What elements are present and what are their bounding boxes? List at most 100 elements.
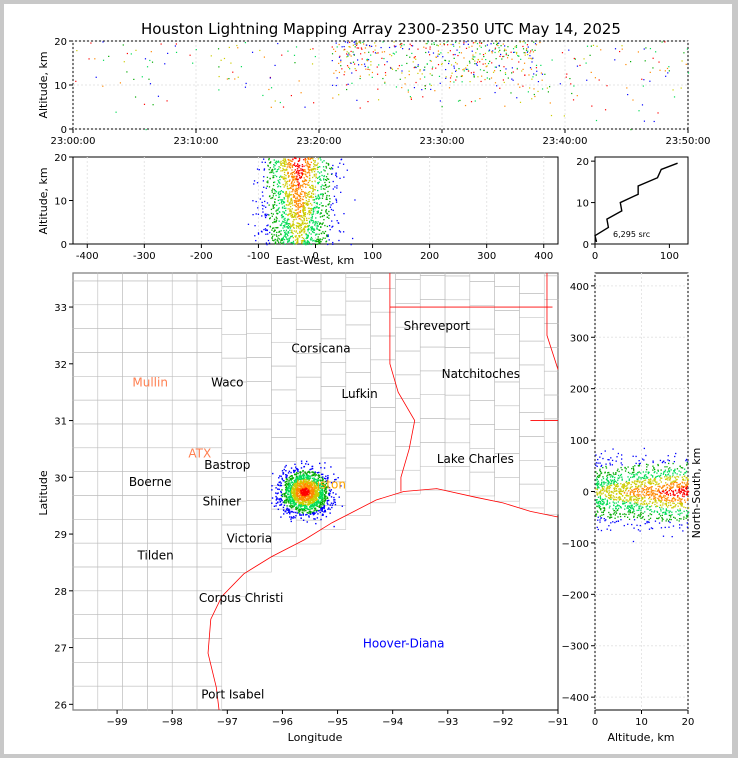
ew-source-point — [292, 222, 294, 224]
map-source-point — [303, 490, 305, 493]
map-source-point — [290, 518, 292, 520]
map-source-point — [319, 491, 322, 494]
ew-source-point — [255, 213, 257, 215]
ns-source-point — [679, 503, 681, 505]
ew-source-point — [293, 173, 296, 175]
time-source-point — [333, 48, 335, 50]
time-source-point — [604, 109, 607, 111]
ew-source-point — [257, 233, 260, 235]
ew-source-point — [315, 221, 317, 224]
map-source-point — [290, 480, 292, 482]
ns-source-point — [629, 502, 632, 504]
ew-source-point — [309, 166, 311, 168]
time-source-point — [483, 55, 485, 58]
time-source-point — [88, 58, 90, 60]
time-source-point — [414, 66, 416, 68]
ew-source-point — [305, 164, 307, 167]
ew-source-point — [298, 236, 301, 238]
time-source-point — [549, 86, 551, 88]
ns-source-point — [599, 498, 602, 500]
ew-source-point — [284, 163, 286, 166]
ew-source-point — [299, 199, 301, 201]
ns-source-point — [667, 493, 670, 496]
time-source-point — [519, 41, 521, 43]
ns-source-point — [660, 510, 662, 512]
ew-source-point — [287, 188, 290, 190]
ew-source-point — [276, 239, 279, 241]
ew-source-point — [311, 169, 313, 172]
map-source-point — [292, 482, 295, 484]
map-source-point — [319, 497, 322, 499]
ew-source-point — [291, 225, 293, 227]
ns-source-point — [644, 482, 646, 484]
ns-source-point — [603, 488, 605, 490]
ns-source-point — [611, 475, 613, 477]
map-source-point — [330, 496, 333, 498]
ew-source-point — [326, 225, 329, 228]
map-source-point — [312, 513, 315, 516]
map-source-point — [324, 480, 327, 483]
ew-source-point — [302, 237, 305, 240]
ew-source-point — [282, 167, 284, 170]
time-source-point — [563, 115, 565, 117]
ew-source-point — [286, 241, 289, 243]
ew-source-point — [307, 228, 309, 231]
map-source-point — [329, 490, 332, 492]
ew-source-point — [292, 216, 295, 218]
ew-source-point — [302, 223, 304, 225]
ns-source-point — [603, 483, 605, 485]
time-source-point — [414, 56, 416, 58]
ns-source-point — [643, 518, 646, 521]
ew-source-point — [290, 160, 292, 162]
ns-source-point — [651, 486, 653, 488]
ns-source-point — [620, 483, 622, 485]
ns-source-point — [661, 486, 663, 489]
map-source-point — [321, 489, 323, 492]
ew-source-point — [259, 198, 262, 200]
time-source-point — [470, 101, 473, 103]
time-source-point — [232, 71, 234, 73]
ew-source-point — [318, 233, 320, 235]
map-source-point — [302, 477, 304, 480]
ns-source-point — [641, 491, 643, 493]
time-source-point — [344, 71, 346, 73]
map-source-point — [282, 501, 284, 504]
time-source-point — [415, 66, 417, 69]
ew-source-point — [287, 231, 290, 233]
map-source-point — [279, 481, 281, 483]
time-source-point — [343, 45, 345, 48]
ns-source-point — [600, 484, 602, 486]
ns-source-point — [598, 487, 600, 489]
ns-source-point — [599, 469, 601, 472]
time-source-point — [454, 41, 457, 44]
ew-source-point — [296, 198, 298, 200]
ns-source-point — [611, 464, 614, 466]
ns-source-point — [601, 489, 603, 492]
time-source-point — [425, 51, 427, 54]
ew-source-point — [319, 240, 321, 242]
ns-source-point — [665, 482, 667, 484]
map-source-point — [327, 492, 330, 495]
ew-source-point — [275, 241, 277, 243]
ew-source-point — [299, 194, 301, 197]
time-source-point — [439, 43, 441, 45]
ew-source-point — [277, 226, 279, 229]
map-source-point — [333, 473, 335, 475]
ew-source-point — [309, 207, 312, 210]
map-source-point — [323, 489, 326, 492]
ew-source-point — [330, 204, 332, 206]
ns-source-point — [603, 510, 605, 512]
ew-source-point — [326, 178, 329, 180]
ew-source-point — [297, 171, 300, 173]
map-source-point — [310, 493, 312, 496]
ns-source-point — [677, 489, 680, 491]
ew-source-point — [274, 242, 276, 244]
time-source-point — [336, 46, 338, 48]
ns-source-point — [612, 483, 615, 485]
ew-source-point — [290, 187, 292, 189]
ew-source-point — [288, 166, 290, 168]
time-source-point — [419, 78, 421, 80]
ns-source-point — [680, 501, 682, 503]
map-source-point — [309, 506, 311, 508]
map-source-point — [308, 485, 311, 488]
